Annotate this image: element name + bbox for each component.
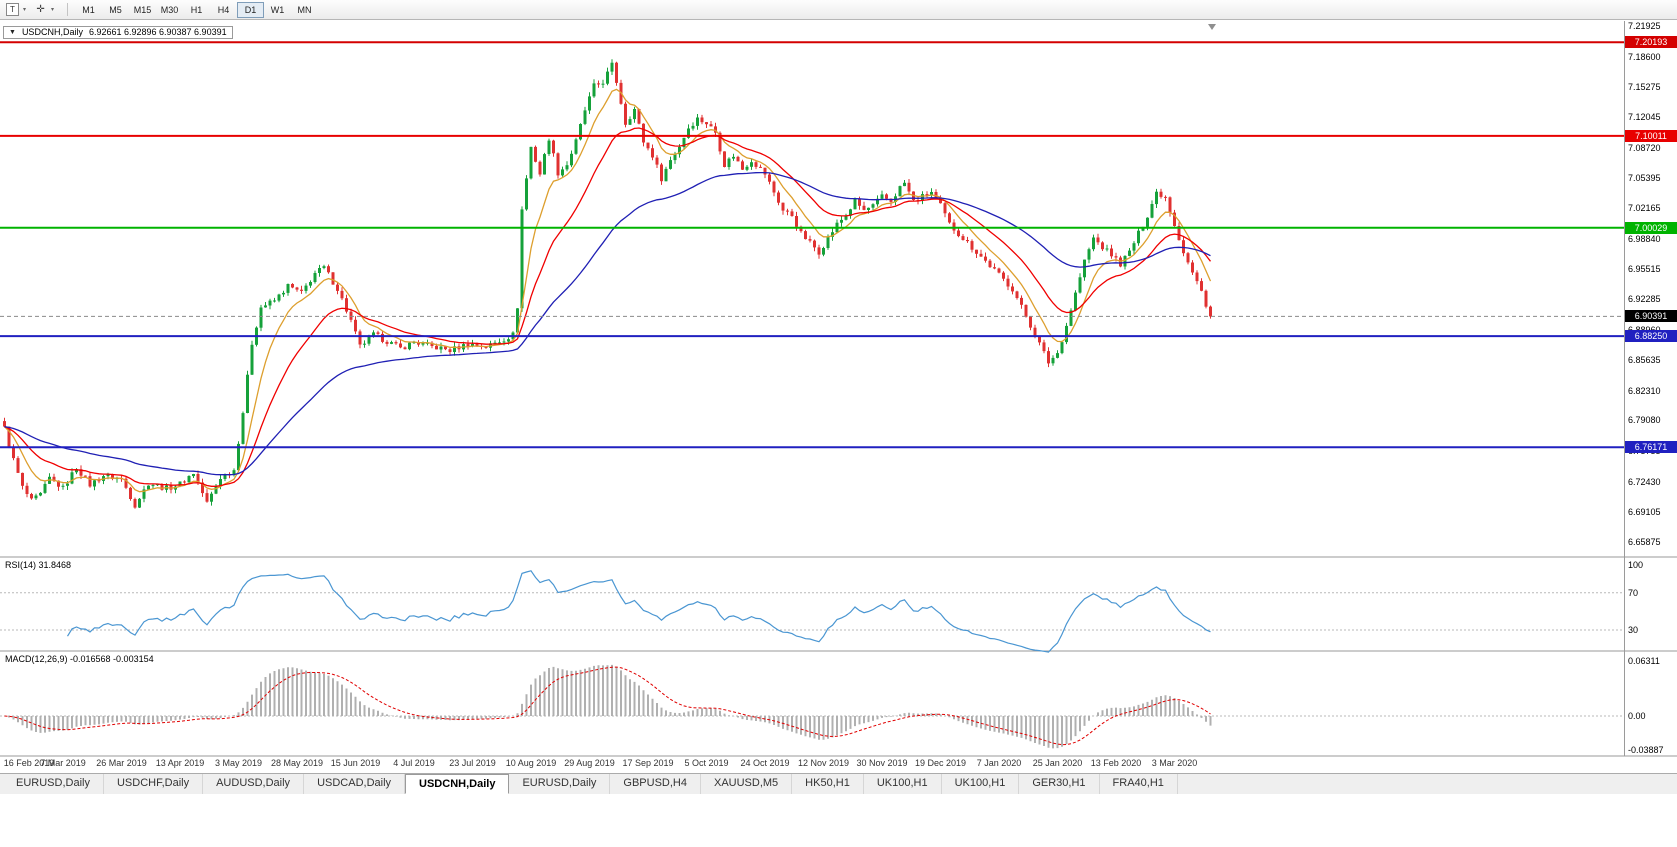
chart-type-button[interactable]: T: [4, 2, 21, 18]
chart-shift-marker-icon[interactable]: [1208, 24, 1216, 30]
chart-tab-usdcnh-daily[interactable]: USDCNH,Daily: [405, 774, 510, 794]
timeframe-button-d1[interactable]: D1: [237, 1, 265, 18]
chart-toolbar: T ▾ ✛ ▾ M1 M5 M15 M30 H1 H4 D1 W1 MN: [0, 0, 1677, 20]
crosshair-tool-button[interactable]: ✛: [32, 2, 49, 18]
rsi-panel-graphics: [0, 570, 1624, 653]
rsi-indicator-label: RSI(14) 31.8468: [5, 560, 72, 570]
chart-tab-ger30-h1[interactable]: GER30,H1: [1019, 774, 1100, 794]
timeframe-button-h4[interactable]: H4: [217, 4, 230, 15]
crosshair-caret-icon[interactable]: ▾: [51, 7, 55, 13]
chart-tab-eurusd-daily[interactable]: EURUSD,Daily: [509, 774, 611, 794]
timeframe-button-w1[interactable]: W1: [270, 4, 285, 15]
ma-line-20: [4, 127, 1212, 487]
ohlc-values: 6.92661 6.92896 6.90387 6.90391: [88, 27, 227, 37]
rsi-line: [66, 570, 1211, 653]
macd-panel-graphics: [0, 664, 1624, 749]
chart-type-icon: T: [6, 3, 19, 16]
chart-tab-eurusd-daily[interactable]: EURUSD,Daily: [3, 774, 104, 794]
macd-histogram: [8, 664, 1212, 749]
candlestick-series: [3, 59, 1212, 509]
chart-tab-hk50-h1[interactable]: HK50,H1: [792, 774, 864, 794]
chart-canvas[interactable]: [0, 0, 1677, 772]
timeframe-button-m30[interactable]: M30: [160, 4, 179, 15]
chart-tab-usdchf-daily[interactable]: USDCHF,Daily: [104, 774, 204, 794]
macd-indicator-label: MACD(12,26,9) -0.016568 -0.003154: [5, 654, 154, 664]
crosshair-icon: ✛: [36, 4, 45, 15]
timeframe-button-mn[interactable]: MN: [297, 4, 312, 15]
macd-signal-line: [4, 666, 1211, 746]
toolbar-separator: [67, 3, 69, 16]
symbol-title: USDCNH,Daily: [21, 27, 83, 37]
timeframe-button-m15[interactable]: M15: [133, 4, 152, 15]
moving-average-lines: [4, 88, 1212, 493]
timeframe-button-m5[interactable]: M5: [109, 4, 122, 15]
chart-type-caret-icon[interactable]: ▾: [23, 7, 27, 13]
chart-tab-usdcad-daily[interactable]: USDCAD,Daily: [304, 774, 406, 794]
timeframe-button-m1[interactable]: M1: [82, 4, 95, 15]
chart-tab-uk100-h1[interactable]: UK100,H1: [864, 774, 942, 794]
chart-tab-bar[interactable]: EURUSD,Daily USDCHF,Daily AUDUSD,Daily USDC…: [0, 773, 1677, 794]
chart-tab-audusd-daily[interactable]: AUDUSD,Daily: [203, 774, 305, 794]
horizontal-level-lines[interactable]: [0, 41, 1624, 449]
ma-line-8: [4, 88, 1212, 493]
chart-tab-xauusd-m5[interactable]: XAUUSD,M5: [701, 774, 793, 794]
chart-tab-fra40-h1[interactable]: FRA40,H1: [1100, 774, 1178, 794]
symbol-info-box: ▼ USDCNH,Daily 6.92661 6.92896 6.90387 6…: [3, 26, 233, 39]
timeframe-button-h1[interactable]: H1: [190, 4, 203, 15]
one-click-trading-caret-icon[interactable]: ▼: [9, 29, 16, 36]
chart-tab-uk100-h1[interactable]: UK100,H1: [942, 774, 1020, 794]
chart-tab-gbpusd-h4[interactable]: GBPUSD,H4: [610, 774, 701, 794]
ma-line-55: [4, 171, 1211, 476]
